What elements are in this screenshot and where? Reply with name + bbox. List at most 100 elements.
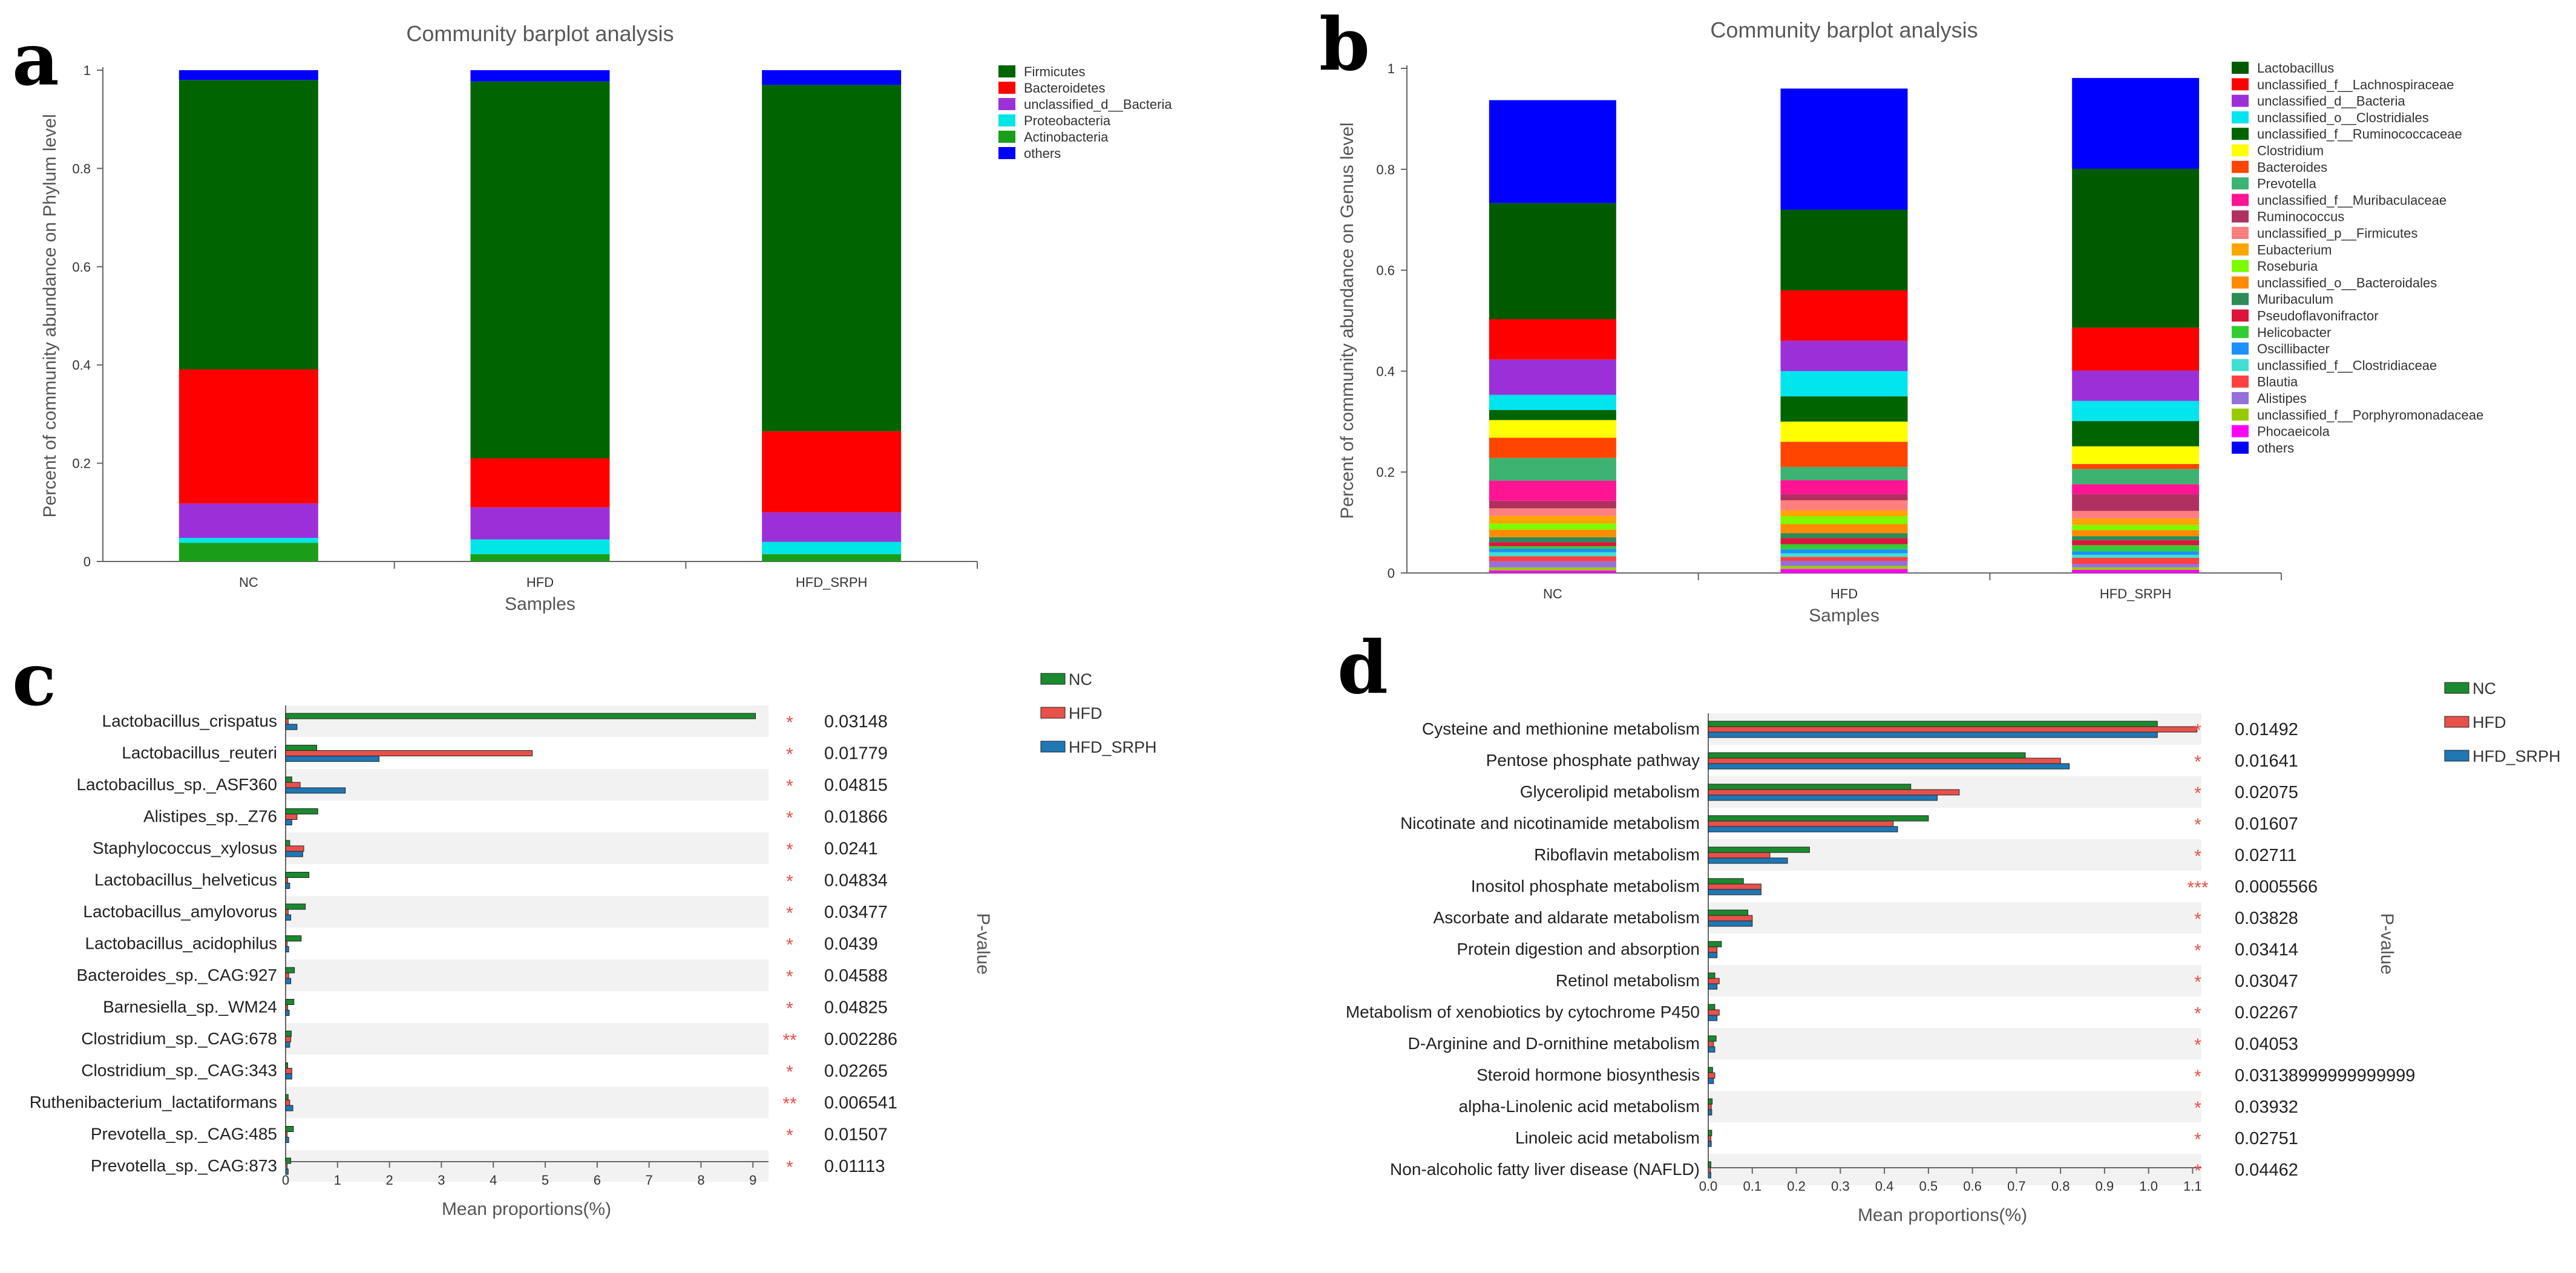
significance-stars: * bbox=[786, 872, 793, 892]
row-stripe bbox=[1708, 1028, 2201, 1059]
bar-nc bbox=[1708, 972, 1716, 979]
legend-entry: Muribaculum bbox=[2257, 292, 2333, 307]
bar-hfd bbox=[1708, 978, 1720, 984]
row-label: Staphylococcus_xylosus bbox=[93, 839, 277, 857]
bar-hfd bbox=[285, 845, 304, 852]
bar-segment-unclassified-d-bacteria bbox=[1489, 359, 1616, 395]
legend-entry: unclassified_f__Lachnospiraceae bbox=[2257, 77, 2454, 92]
significance-stars: * bbox=[2194, 972, 2201, 992]
x-tick-label: 8 bbox=[697, 1173, 704, 1188]
bar-segment-unclassified-d-bacteria bbox=[470, 507, 610, 540]
legend-swatch bbox=[2232, 276, 2249, 289]
row-label: Lactobacillus_helveticus bbox=[94, 871, 277, 889]
bar-segment-unclassified-f-ruminococcaceae bbox=[2072, 421, 2200, 447]
bar-segment-prevotella bbox=[1780, 466, 1908, 480]
legend-swatch bbox=[2232, 309, 2249, 322]
x-tick-label: 0 bbox=[282, 1173, 289, 1188]
bar-hfd bbox=[1708, 883, 1762, 890]
bar-nc bbox=[1708, 1004, 1716, 1010]
x-tick-label: 0.1 bbox=[1743, 1179, 1762, 1194]
x-tick-label: 4 bbox=[490, 1173, 497, 1188]
bar-segment-muribaculum bbox=[1489, 537, 1616, 543]
significance-stars: * bbox=[2194, 1004, 2201, 1024]
bar-segment-clostridium bbox=[1780, 421, 1908, 442]
bar-segment-ruminococcus bbox=[1489, 500, 1616, 509]
legend-entry: NC bbox=[2473, 679, 2496, 698]
row-label: Clostridium_sp._CAG:343 bbox=[81, 1061, 277, 1080]
significance-stars: ** bbox=[782, 1094, 797, 1114]
bar-segment-muribaculum bbox=[1780, 533, 1908, 538]
legend-swatch bbox=[998, 114, 1015, 126]
bar-segment-unclassified-f-lachnospiraceae bbox=[1780, 290, 1908, 341]
bar-segment-blautia bbox=[1780, 557, 1908, 561]
p-value: 0.03932 bbox=[2235, 1098, 2298, 1117]
panel-letter-c: c bbox=[12, 637, 56, 722]
bar-hfd-srph bbox=[285, 1137, 289, 1143]
bar-segment-unclassified-f-porphyromonadaceae bbox=[1780, 566, 1908, 569]
row-stripe bbox=[1708, 839, 2201, 871]
bar-nc bbox=[285, 1157, 292, 1164]
legend-swatch bbox=[2232, 194, 2249, 206]
legend-swatch bbox=[998, 131, 1015, 143]
bar-hfd bbox=[285, 1131, 288, 1137]
bar-segment-unclassified-f-muribaculaceae bbox=[1489, 480, 1616, 501]
bar-segment-unclassified-f-lachnospiraceae bbox=[1489, 319, 1616, 360]
bar-nc bbox=[1708, 752, 2026, 759]
y-tick-label: 0 bbox=[1388, 566, 1395, 581]
bar-segment-pseudoflavonifractor bbox=[1780, 538, 1908, 545]
bar-segment-bacteroides bbox=[1489, 437, 1616, 458]
legend-entry: Prevotella bbox=[2257, 176, 2317, 191]
legend-entry: Bacteroidetes bbox=[1024, 80, 1106, 96]
legend-entry: Alistipes bbox=[2257, 391, 2307, 406]
legend-swatch bbox=[2232, 243, 2249, 256]
bar-segment-prevotella bbox=[2072, 469, 2200, 485]
bar-segment-others bbox=[179, 70, 318, 80]
significance-stars: * bbox=[2194, 721, 2201, 741]
legend-swatch bbox=[998, 98, 1015, 110]
bar-segment-blautia bbox=[2072, 557, 2200, 564]
legend-entry: Pseudoflavonifractor bbox=[2257, 309, 2379, 324]
bar-hfd-srph bbox=[285, 1105, 293, 1111]
bar-hfd-srph bbox=[285, 1010, 290, 1016]
legend-swatch bbox=[2232, 260, 2249, 272]
bar-segment-pseudoflavonifractor bbox=[2072, 540, 2200, 546]
row-label: Bacteroides_sp._CAG:927 bbox=[76, 966, 277, 984]
x-tick-label: HFD_SRPH bbox=[796, 575, 868, 590]
bar-nc bbox=[1708, 909, 1748, 916]
significance-stars: * bbox=[2194, 846, 2201, 866]
y-tick-label: 0.8 bbox=[1376, 162, 1395, 177]
x-axis-label: Mean proportions(%) bbox=[442, 1199, 611, 1219]
legend-swatch bbox=[2232, 326, 2249, 338]
row-label: Lactobacillus_crispatus bbox=[102, 712, 278, 730]
bar-hfd bbox=[1708, 820, 1894, 827]
bar-hfd bbox=[285, 814, 298, 820]
bar-hfd-srph bbox=[1708, 1140, 1712, 1147]
row-label: Cysteine and methionine metabolism bbox=[1422, 719, 1700, 738]
bar-segment-helicobacter bbox=[1780, 544, 1908, 549]
bar-nc bbox=[285, 903, 306, 910]
bar-segment-unclassified-p-firmicutes bbox=[2072, 511, 2200, 519]
legend-entry: Roseburia bbox=[2257, 259, 2318, 274]
p-value: 0.04834 bbox=[824, 871, 888, 891]
bar-segment-actinobacteria bbox=[179, 543, 318, 561]
bar-segment-proteobacteria bbox=[179, 538, 318, 543]
panel-letter-b: b bbox=[1319, 2, 1370, 87]
bar-hfd bbox=[1708, 852, 1771, 859]
significance-stars: * bbox=[2194, 909, 2201, 929]
legend-swatch bbox=[2232, 111, 2249, 123]
bar-segment-oscillibacter bbox=[2072, 551, 2200, 555]
bar-segment-muribaculum bbox=[2072, 536, 2200, 540]
legend-swatch bbox=[2232, 78, 2249, 91]
legend-entry: Proteobacteria bbox=[1024, 113, 1111, 128]
bar-segment-unclassified-f-clostridiaceae bbox=[2072, 554, 2200, 558]
panel-c-horizontal-bar-chart: Lactobacillus_crispatus * 0.03148 Lactobaci… bbox=[30, 670, 1157, 1219]
legend-swatch bbox=[2232, 392, 2249, 404]
x-axis-label: Samples bbox=[1809, 606, 1880, 626]
row-label: Linoleic acid metabolism bbox=[1515, 1128, 1700, 1147]
bar-segment-unclassified-f-porphyromonadaceae bbox=[1489, 567, 1616, 571]
bar-nc bbox=[285, 713, 756, 719]
significance-stars: * bbox=[786, 745, 793, 765]
bar-hfd-srph bbox=[1708, 920, 1753, 927]
bar-hfd bbox=[1708, 789, 1960, 796]
significance-stars: * bbox=[786, 903, 793, 923]
